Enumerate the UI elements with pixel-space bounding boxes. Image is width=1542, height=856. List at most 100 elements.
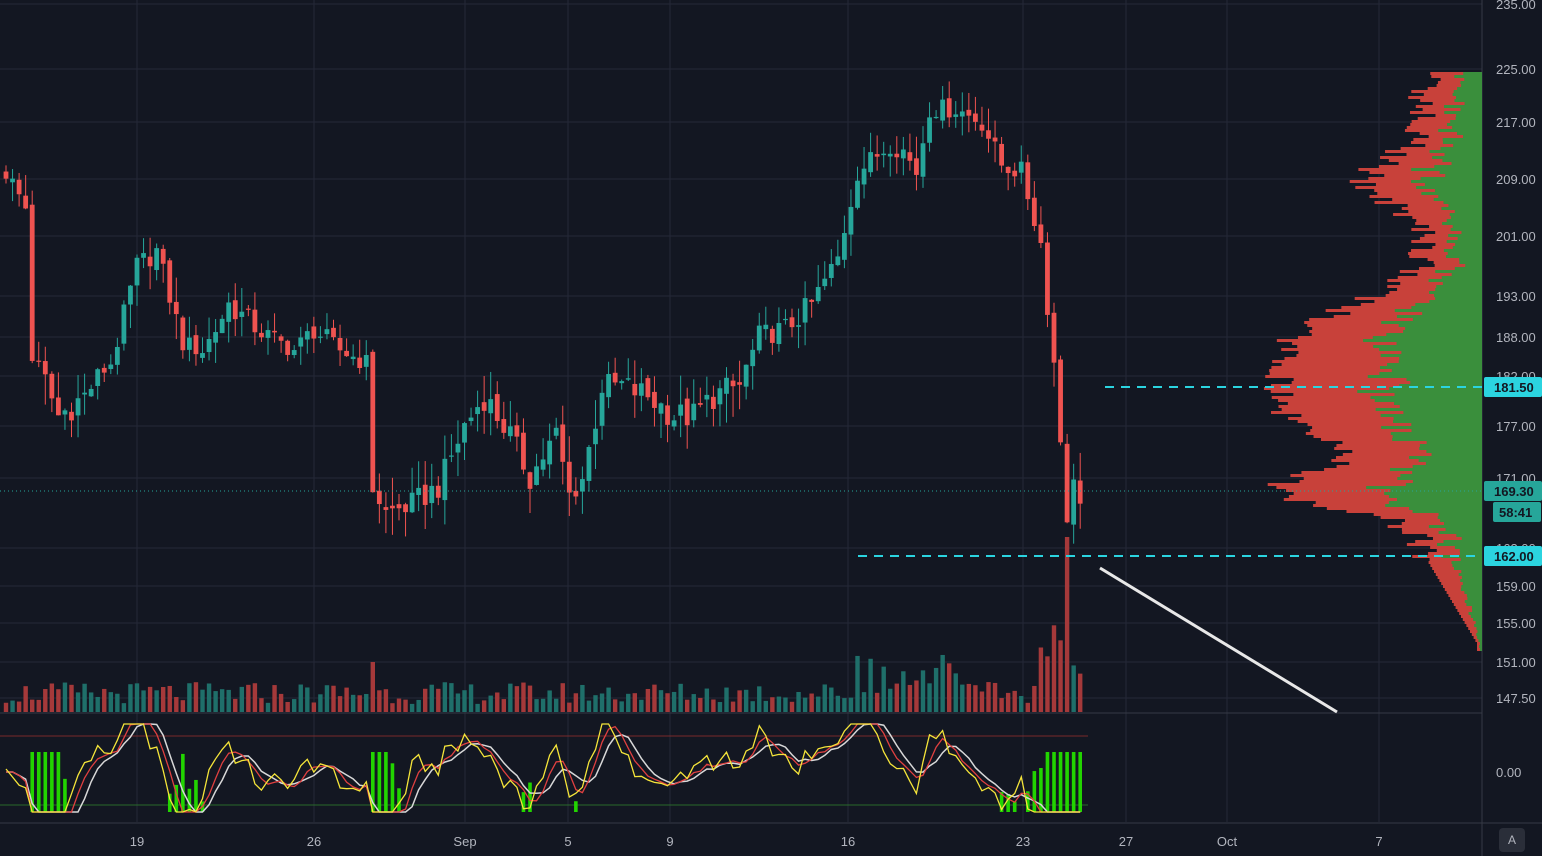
profile-sell-row	[1334, 447, 1482, 450]
candle-body	[783, 318, 788, 321]
volume-bar	[802, 697, 808, 712]
volume-bar	[639, 699, 644, 712]
profile-buy-row	[1396, 342, 1482, 345]
profile-sell-row	[1384, 174, 1482, 177]
candle-body	[324, 329, 330, 335]
candle-body	[88, 388, 94, 397]
volume-bar	[161, 687, 166, 712]
time-axis[interactable]: 19 26 Sep 5 9 16 23 27 Oct 7	[130, 834, 1383, 849]
volume-bar	[619, 701, 624, 712]
profile-sell-row	[1281, 363, 1482, 366]
osc-slow-line	[6, 723, 1081, 813]
profile-buy-row	[1453, 90, 1482, 93]
profile-buy-row	[1459, 552, 1482, 555]
candle-body	[737, 382, 742, 385]
candle-body	[108, 364, 114, 370]
volume-bar	[711, 699, 716, 712]
price-axis[interactable]: 235.00 225.00 217.00 209.00 201.00 193.00 188.…	[1484, 0, 1542, 780]
candle-body	[383, 507, 389, 510]
candle-body	[350, 356, 356, 360]
volume-bar	[894, 683, 899, 712]
profile-buy-row	[1415, 303, 1482, 306]
volume-bar	[187, 683, 192, 712]
profile-buy-row	[1436, 285, 1482, 288]
osc-hist-bar	[371, 752, 375, 812]
volume-bar	[1051, 625, 1057, 712]
candle-body	[717, 388, 723, 405]
profile-buy-row	[1457, 237, 1482, 240]
volume-bar	[521, 682, 526, 712]
price-tick-label: 147.50	[1496, 691, 1536, 706]
profile-sell-row	[1407, 204, 1482, 207]
candle-body	[763, 324, 769, 330]
profile-sell-row	[1434, 264, 1482, 267]
profile-sell-row	[1388, 159, 1482, 162]
profile-buy-row	[1443, 522, 1482, 525]
volume-bar	[698, 697, 703, 712]
profile-buy-row	[1451, 561, 1482, 564]
volume-bar	[475, 703, 480, 712]
profile-buy-row	[1432, 156, 1482, 159]
candle-body	[907, 152, 913, 161]
profile-buy-row	[1464, 600, 1482, 603]
profile-buy-row	[1440, 519, 1482, 522]
volume-bar	[724, 687, 729, 712]
profile-buy-row	[1461, 84, 1482, 87]
profile-sell-row	[1269, 369, 1482, 372]
volume-bar	[10, 700, 15, 712]
volume-bar	[874, 692, 880, 712]
candle-body	[848, 206, 854, 235]
candle-body	[147, 256, 153, 267]
profile-buy-row	[1399, 405, 1482, 408]
candle-body	[259, 332, 264, 338]
profile-buy-row	[1366, 486, 1482, 489]
profile-buy-row	[1394, 393, 1482, 396]
profile-sell-row	[1412, 216, 1482, 219]
osc-hist-bar	[1058, 752, 1063, 812]
volume-bar	[324, 685, 330, 712]
profile-buy-row	[1388, 501, 1482, 504]
profile-sell-row	[1387, 285, 1482, 288]
volume-bar	[75, 692, 81, 712]
price-tick-label: 235.00	[1496, 0, 1536, 12]
profile-sell-row	[1427, 534, 1482, 537]
current-price-label-bg	[1484, 481, 1542, 501]
candle-body	[422, 484, 428, 505]
volume-bar	[468, 684, 474, 712]
profile-buy-row	[1416, 186, 1482, 189]
candle-body	[226, 302, 232, 322]
profile-buy-row	[1379, 348, 1482, 351]
profile-buy-row	[1464, 102, 1482, 105]
price-tick-label: 201.00	[1496, 229, 1536, 244]
upper-level-label-bg	[1484, 377, 1542, 397]
profile-buy-row	[1460, 108, 1482, 111]
volume-bar	[226, 689, 231, 712]
candle-body	[894, 153, 900, 158]
profile-sell-row	[1400, 282, 1482, 285]
auto-scale-button[interactable]: A	[1499, 828, 1525, 852]
volume-bar	[927, 683, 932, 712]
candle-body	[711, 396, 716, 409]
candle-body	[311, 326, 317, 339]
candle-body	[586, 446, 592, 481]
profile-buy-row	[1444, 153, 1482, 156]
profile-buy-row	[1461, 537, 1482, 540]
candle-body	[612, 372, 618, 383]
volume-bar	[311, 702, 317, 712]
profile-sell-row	[1271, 366, 1482, 369]
candle-body	[370, 351, 376, 493]
volume-bar	[626, 693, 631, 712]
osc-hist-bar	[30, 752, 34, 812]
candle-body	[887, 153, 893, 157]
volume-bar	[43, 689, 48, 712]
profile-sell-row	[1419, 132, 1482, 135]
osc-hist-bar	[574, 801, 578, 812]
candle-body	[632, 383, 638, 396]
candle-body	[527, 472, 533, 489]
volume-bar	[907, 684, 913, 712]
volume-bar	[292, 699, 297, 712]
profile-buy-row	[1410, 381, 1482, 384]
profile-buy-row	[1472, 609, 1482, 612]
